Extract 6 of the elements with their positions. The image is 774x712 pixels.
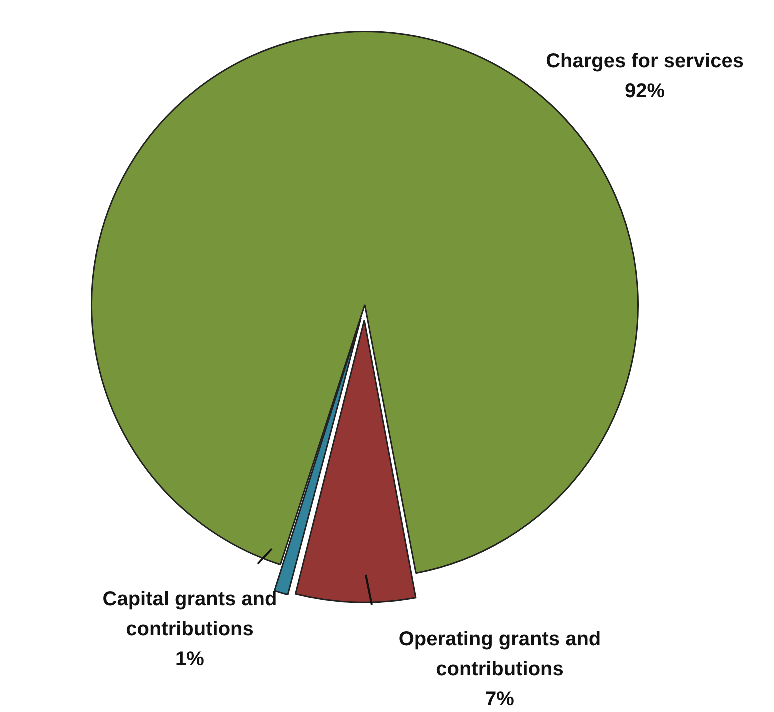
data-label: 7% [486, 688, 515, 711]
data-label: 1% [176, 648, 205, 671]
slice-label: Capital grants and contributions [102, 588, 278, 641]
data-label: 92% [624, 80, 666, 103]
slice-label: Charges for services [546, 50, 744, 73]
slice-label: Operating grants and contributions [398, 628, 602, 681]
